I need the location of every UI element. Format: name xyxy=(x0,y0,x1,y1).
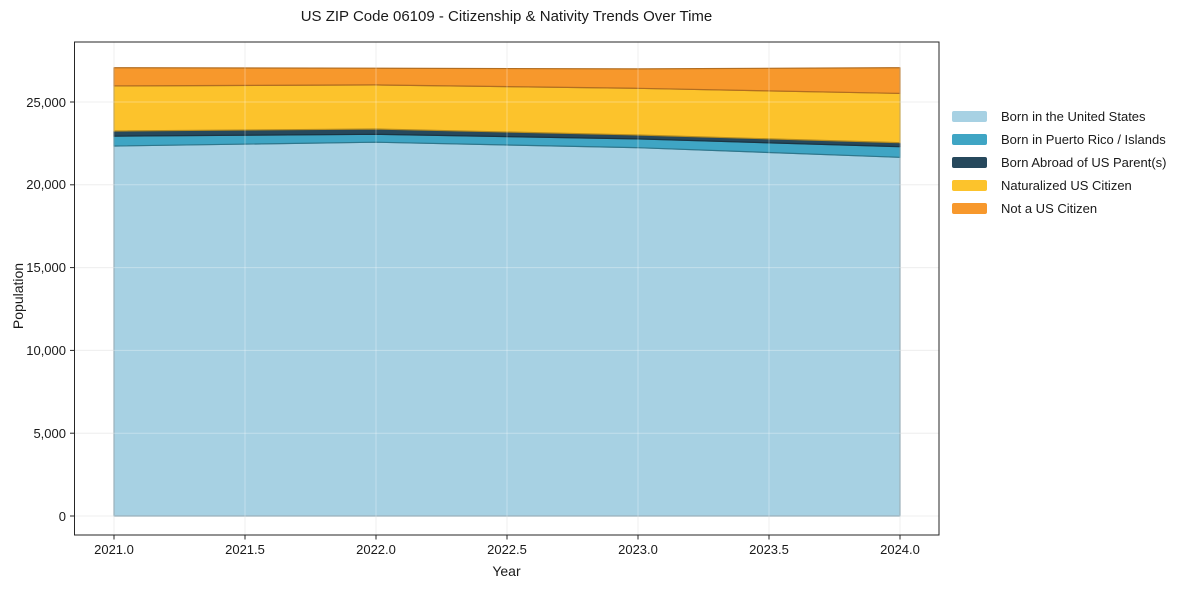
axis-ticks xyxy=(70,101,901,540)
legend-label: Born in the United States xyxy=(1001,109,1146,124)
x-tick-label: 2023.0 xyxy=(618,542,658,557)
stacked-areas xyxy=(113,67,901,517)
y-tick-label: 25,000 xyxy=(26,94,66,110)
legend-swatch-born-abroad-of-us-parent-s xyxy=(952,157,987,168)
x-axis-label: Year xyxy=(492,563,521,579)
legend-item-naturalized-us-citizen: Naturalized US Citizen xyxy=(952,174,1166,197)
legend-item-born-abroad-of-us-parent-s: Born Abroad of US Parent(s) xyxy=(952,151,1166,174)
legend-swatch-born-in-the-united-states xyxy=(952,111,987,122)
x-tick-label: 2021.5 xyxy=(225,542,265,557)
legend-label: Not a US Citizen xyxy=(1001,201,1098,216)
legend-swatch-born-in-puerto-rico-islands xyxy=(952,134,987,145)
legend-label: Born Abroad of US Parent(s) xyxy=(1001,155,1167,170)
legend-label: Naturalized US Citizen xyxy=(1001,178,1132,193)
legend-item-born-in-puerto-rico-islands: Born in Puerto Rico / Islands xyxy=(952,128,1166,151)
chart-title: US ZIP Code 06109 - Citizenship & Nativi… xyxy=(300,8,713,25)
x-tick-label: 2024.0 xyxy=(880,542,920,557)
y-axis-label: Population xyxy=(10,262,26,330)
area-not-a-us-citizen xyxy=(113,67,901,95)
legend-swatch-naturalized-us-citizen xyxy=(952,180,987,191)
y-tick-label: 20,000 xyxy=(26,177,66,193)
x-tick-label: 2021.0 xyxy=(94,542,134,557)
x-tick-label: 2022.0 xyxy=(356,542,396,557)
x-tick-label: 2022.5 xyxy=(487,542,527,557)
y-tick-label: 15,000 xyxy=(26,260,66,276)
legend-item-born-in-the-united-states: Born in the United States xyxy=(952,105,1166,128)
legend-swatch-not-a-us-citizen xyxy=(952,203,987,214)
legend: Born in the United States Born in Puerto … xyxy=(952,105,1166,220)
y-tick-label: 0 xyxy=(58,508,66,524)
y-tick-label: 5,000 xyxy=(33,425,66,441)
y-tick-label: 10,000 xyxy=(26,342,66,358)
legend-item-not-a-us-citizen: Not a US Citizen xyxy=(952,197,1166,220)
gridlines-overlay xyxy=(74,42,939,535)
legend-label: Born in Puerto Rico / Islands xyxy=(1001,132,1166,147)
x-tick-label: 2023.5 xyxy=(749,542,789,557)
